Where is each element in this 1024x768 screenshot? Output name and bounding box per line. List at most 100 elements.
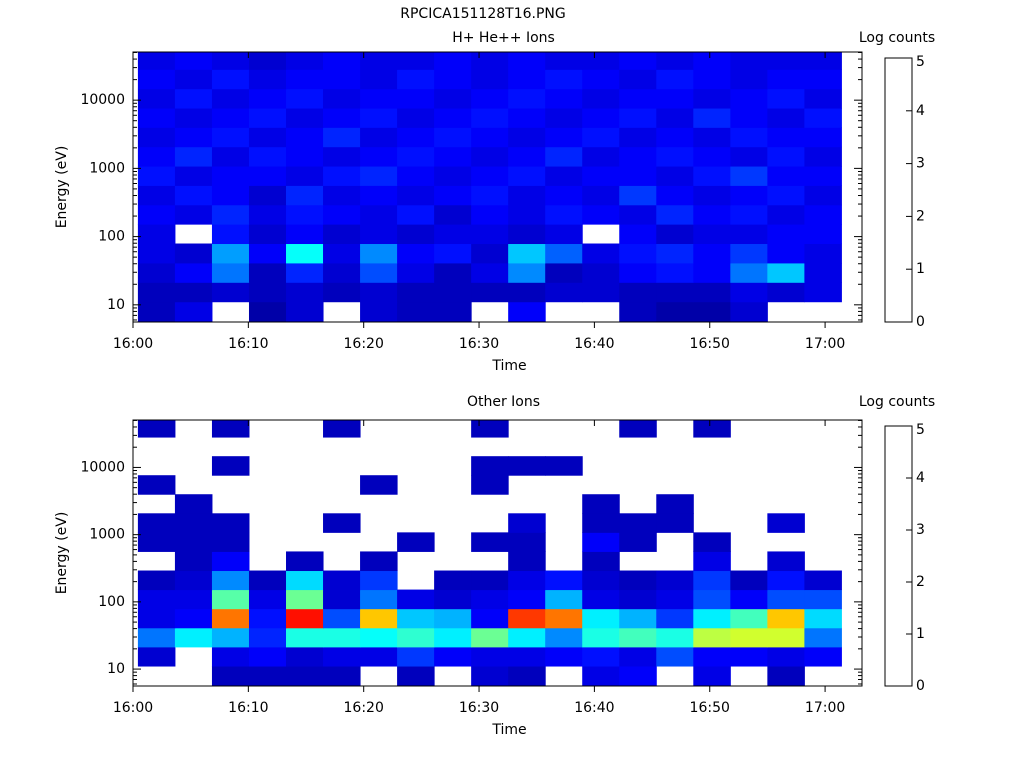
cell [656,608,694,629]
cell [434,282,472,303]
cell [323,570,361,591]
cell [730,224,768,245]
cell [508,646,546,667]
cell [508,282,546,303]
cell [656,108,694,128]
cell [211,456,250,476]
cell [656,69,694,90]
cell [508,127,546,148]
cell [137,589,176,610]
cell [693,646,731,667]
cell [656,570,694,591]
y-tick-label: 100 [98,229,125,245]
cell [434,127,472,148]
cell [434,224,472,245]
cell [545,646,583,667]
cell [211,551,250,572]
cell [508,301,546,322]
cell [397,108,435,128]
cell [545,185,583,206]
cell [508,589,546,610]
cell [137,513,176,533]
cell [360,69,398,90]
cell [508,262,546,283]
cell [693,127,731,148]
cell [323,69,361,90]
cell [693,146,731,167]
cell [804,69,842,90]
colorbar-tick-label: 3 [916,522,925,538]
cell [360,224,398,245]
cell [248,166,287,186]
cell [323,420,361,438]
cell [619,646,657,667]
cell [730,589,768,610]
cell [619,589,657,610]
colorbar-tick-label: 5 [916,54,925,70]
cell [693,52,731,70]
cell [137,146,176,167]
cell [730,166,768,186]
cell [434,646,472,667]
cell [471,646,509,667]
cell [619,666,657,686]
cell [174,108,213,128]
cell [174,494,213,514]
cell [174,608,213,629]
cell [286,282,324,303]
cell [804,589,842,610]
cell [508,570,546,591]
cell [767,108,805,128]
cell [286,301,324,322]
cell [545,456,583,476]
cell [360,646,398,667]
cell [656,127,694,148]
y-tick-label: 100 [98,594,125,610]
cell [582,589,620,610]
cell [582,243,620,264]
cell [397,282,435,303]
cell [730,127,768,148]
cell [397,185,435,206]
colorbar [884,57,913,323]
cell [619,513,657,533]
cell [137,282,176,303]
cell [360,262,398,283]
cell [323,589,361,610]
cell [730,608,768,629]
figure-title: RPCICA151128T16.PNG [400,6,565,22]
cell [804,627,842,648]
cell [767,570,805,591]
cell [286,108,324,128]
x-tick-label: 16:20 [344,700,384,716]
cell [693,282,731,303]
cell [656,204,694,225]
cell [730,301,768,322]
cell [434,166,472,186]
cell [397,166,435,186]
cell [619,52,657,70]
cell [286,166,324,186]
cell [211,513,250,533]
cell [545,570,583,591]
cell [767,146,805,167]
y-tick-label: 10000 [80,459,125,475]
cell [211,262,250,283]
cell [286,608,324,629]
cell [248,146,287,167]
cell [434,185,472,206]
cell [137,608,176,629]
cell [137,262,176,283]
cell [286,666,324,686]
cell [360,52,398,70]
cell [508,456,546,476]
cell [323,224,361,245]
cell [804,646,842,667]
cell [545,108,583,128]
colorbar-label: Log counts [859,394,935,410]
cell [693,224,731,245]
cell [174,532,213,552]
x-tick-label: 16:00 [113,336,153,352]
colorbar-tick-label: 0 [916,678,925,694]
cell [397,589,435,610]
